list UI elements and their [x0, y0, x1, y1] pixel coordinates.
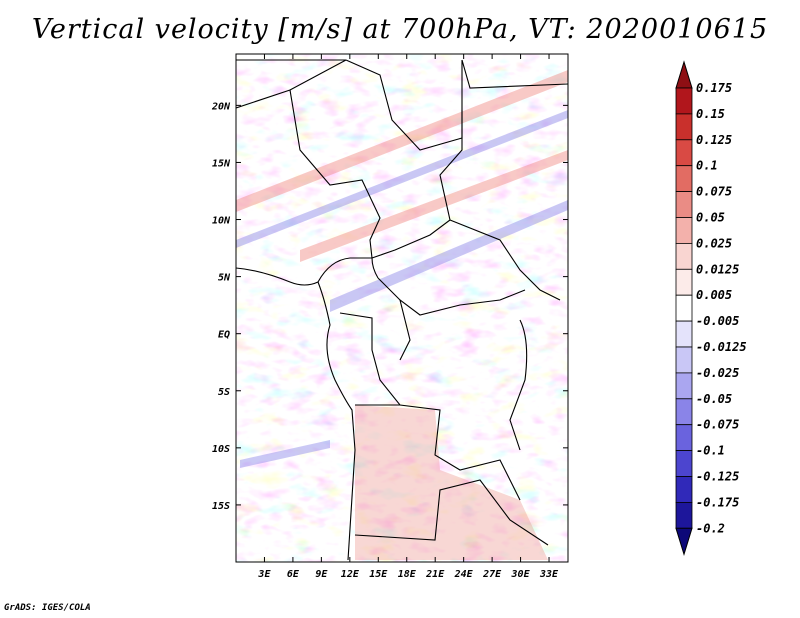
colorbar-swatch — [675, 242, 693, 270]
colorbar-swatch — [675, 424, 693, 452]
lon-label: 9E — [315, 569, 328, 580]
lat-label: 20N — [211, 101, 231, 112]
lat-label: EQ — [218, 330, 230, 341]
colorbar-label: -0.175 — [696, 495, 739, 509]
borders — [236, 59, 568, 561]
colorbar-label: -0.1 — [696, 444, 725, 458]
longitude-axis: 3E 6E 9E 12E 15E 18E 21E 24E 27E 30E 33E — [257, 54, 559, 580]
colorbar-label: 0.175 — [696, 81, 732, 95]
lat-label: 10N — [212, 216, 231, 227]
colorbar-label: 0.15 — [696, 107, 725, 121]
colorbar-label: 0.125 — [696, 133, 732, 147]
streak-bands — [236, 70, 568, 468]
colorbar-top-arrow — [675, 60, 693, 89]
lon-label: 18E — [398, 569, 417, 580]
lat-label: 5N — [218, 273, 231, 284]
lon-label: 15E — [369, 569, 388, 580]
colorbar-label: -0.005 — [696, 314, 739, 328]
colorbar-swatch — [675, 476, 693, 503]
colorbar-swatch — [675, 139, 693, 167]
colorbar-label: -0.025 — [696, 366, 739, 380]
map-title: Vertical velocity [m/s] at 700hPa, VT: 2… — [31, 14, 769, 45]
map-frame — [235, 53, 569, 563]
colorbar-swatch — [675, 268, 693, 296]
colorbar: 0.175 0.15 0.125 0.1 0.075 0.05 0.025 0.0125 0.0… — [675, 60, 747, 557]
colorbar-label: 0.0125 — [696, 262, 739, 276]
colorbar-label: 0.075 — [696, 185, 732, 199]
lon-label: 12E — [341, 569, 360, 580]
colorbar-swatch — [675, 372, 693, 400]
colorbar-label: -0.2 — [696, 521, 725, 535]
latitude-axis: 20N 15N 10N 5N EQ 5S 10S 15S — [211, 101, 568, 512]
lon-label: 6E — [287, 569, 300, 580]
positive-anomaly-south — [355, 405, 548, 560]
colorbar-label: -0.05 — [696, 392, 732, 406]
lat-label: 10S — [212, 444, 230, 455]
colorbar-swatch — [675, 87, 693, 115]
colorbar-label: -0.0125 — [696, 340, 747, 354]
lon-label: 21E — [425, 569, 445, 580]
lat-label: 5S — [218, 387, 230, 398]
colorbar-label: 0.05 — [696, 211, 725, 225]
colorbar-label: 0.025 — [696, 236, 732, 250]
colorbar-swatch — [675, 346, 693, 374]
colorbar-label: 0.005 — [696, 288, 732, 302]
lon-label: 3E — [257, 569, 271, 580]
colorbar-bottom-arrow — [675, 527, 693, 557]
lat-label: 15S — [212, 501, 230, 512]
lon-label: 24E — [454, 569, 474, 580]
lon-label: 30E — [511, 569, 531, 580]
colorbar-swatch — [675, 450, 693, 477]
lat-label: 15N — [212, 158, 231, 169]
grads-credit: GrADS: IGES/COLA — [4, 603, 91, 613]
lon-label: 27E — [482, 569, 502, 580]
colorbar-swatch — [675, 191, 693, 218]
lon-label: 33E — [539, 569, 559, 580]
colorbar-label: -0.075 — [696, 418, 739, 432]
colorbar-label: -0.125 — [696, 470, 739, 484]
colorbar-swatch — [675, 165, 693, 192]
colorbar-label: 0.1 — [696, 159, 718, 173]
colorbar-swatch — [675, 113, 693, 141]
colorbar-swatch — [675, 217, 693, 244]
colorbar-swatch — [675, 398, 693, 426]
colorbar-swatch — [675, 294, 693, 322]
colorbar-swatch — [675, 501, 693, 529]
colorbar-swatch — [675, 320, 693, 348]
